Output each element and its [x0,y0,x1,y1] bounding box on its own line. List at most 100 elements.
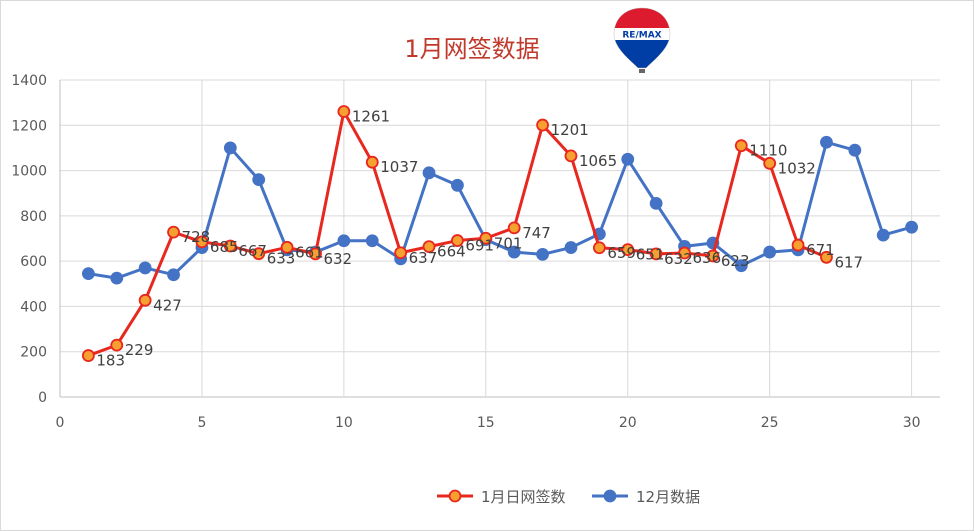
legend-label-1: 1月日网签数 [481,488,566,506]
data-point-1 [536,118,549,132]
x-tick-label: 30 [903,415,921,431]
data-point-2 [905,220,919,234]
data-point-1 [592,241,606,255]
remax-balloon-logo: RE/MAX [613,7,671,73]
data-point-2 [223,141,237,155]
x-tick-label: 20 [619,415,637,431]
data-label: 651 [636,246,665,264]
data-label: 632 [323,250,352,268]
data-point-1 [678,246,691,260]
logo-text: RE/MAX [622,31,661,41]
data-label: 637 [409,249,438,267]
data-point-1 [763,156,777,170]
data-point-1 [280,240,294,254]
data-point-2 [451,178,464,192]
data-label: 661 [295,243,324,261]
data-point-2 [507,245,521,259]
data-point-1 [422,240,436,254]
data-label: 229 [125,341,154,359]
chart-title: 1月网签数据 [404,35,539,63]
data-point-2 [110,271,124,285]
data-point-1 [451,234,464,247]
data-point-1 [394,246,408,260]
data-label: 623 [721,252,750,270]
legend: 1月日网签数 12月数据 [437,488,700,506]
x-tick-label: 10 [335,415,353,431]
data-point-2 [876,228,890,242]
data-label: 636 [693,249,722,267]
data-point-1 [479,231,493,245]
data-point-1 [706,249,720,263]
axes: 0 200 400 600 800 1000 1200 1400 0 5 10 15 20 25 30 [11,73,920,431]
data-point-1 [252,247,266,261]
data-label: 667 [238,242,267,260]
data-label: 632 [664,250,693,268]
data-label: 685 [210,238,239,256]
data-point-2 [167,268,180,282]
data-label: 1037 [380,158,418,176]
data-point-1 [791,238,805,252]
data-label: 659 [607,244,636,262]
y-tick-label: 200 [20,345,47,361]
data-label: 183 [96,352,125,370]
data-point-1 [223,239,237,253]
data-point-2 [337,234,351,248]
data-point-1 [110,338,124,352]
data-label: 747 [522,224,551,242]
y-tick-label: 1400 [11,73,47,89]
y-tick-label: 1200 [11,118,47,134]
data-label: 617 [834,253,863,271]
data-point-1 [337,105,351,118]
data-label: 1032 [778,159,816,177]
data-point-2 [564,241,578,254]
y-tick-label: 800 [20,209,47,225]
data-point-2 [138,261,152,275]
data-point-2 [81,267,95,280]
data-point-1 [195,235,209,249]
data-label: 1261 [352,107,390,125]
legend-marker-2 [603,489,617,503]
y-tick-label: 600 [20,254,47,270]
x-tick-label: 0 [56,415,65,431]
y-tick-label: 1000 [11,164,47,180]
data-point-2 [820,135,833,149]
data-label: 1065 [579,152,617,170]
data-point-1 [649,247,663,261]
data-point-1 [138,293,152,307]
data-label: 701 [494,234,523,252]
data-label: 633 [267,250,296,268]
data-point-2 [536,247,549,261]
legend-label-2: 12月数据 [636,488,700,506]
data-point-1 [564,149,578,163]
data-label: 1110 [749,142,787,160]
data-point-1 [309,247,322,261]
data-label: 671 [806,241,835,259]
y-tick-label: 0 [38,390,47,406]
data-label: 728 [182,228,211,246]
data-point-1 [81,349,95,362]
data-label: 691 [465,237,494,255]
data-point-1 [167,225,180,239]
data-point-1 [507,221,521,235]
data-point-2 [848,143,862,157]
data-point-2 [649,197,663,210]
data-point-1 [820,250,833,264]
data-label: 1201 [551,121,589,139]
data-point-1 [734,139,748,153]
data-point-2 [763,245,777,259]
x-tick-label: 25 [761,415,779,431]
data-label: 427 [153,296,182,314]
data-point-2 [422,166,436,180]
data-point-2 [365,234,379,248]
data-point-2 [734,259,748,273]
data-point-1 [621,243,635,256]
data-point-1 [365,155,379,169]
data-label: 664 [437,243,466,261]
legend-marker-1 [448,489,462,503]
data-point-2 [621,152,635,166]
series-layer [81,105,919,362]
x-tick-label: 5 [197,415,206,431]
